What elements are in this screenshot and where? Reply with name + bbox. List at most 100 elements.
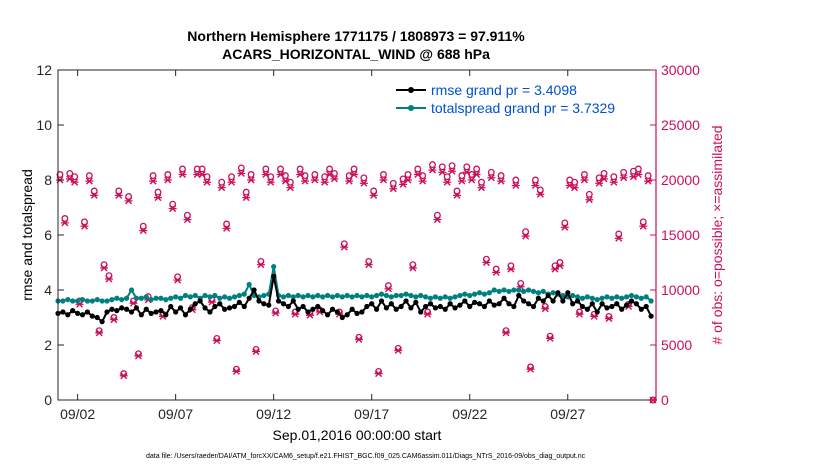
spread-point (486, 290, 492, 296)
spread-point (212, 292, 218, 299)
rmse-point (344, 312, 350, 318)
rmse-point (153, 309, 159, 315)
spread-point (550, 290, 556, 296)
rmse-point (472, 299, 478, 305)
obs-possible-point (281, 172, 289, 180)
rmse-series (55, 273, 654, 325)
obs-possible-point (620, 168, 628, 176)
obs-possible-point (478, 178, 485, 186)
spread-point (187, 294, 193, 300)
chart-title-line2: ACARS_HORIZONTAL_WIND @ 688 hPa (222, 46, 490, 62)
obs-assimilated-point (276, 171, 285, 178)
obs-possible-point (536, 186, 544, 194)
rmse-point (457, 302, 463, 308)
rmse-point (609, 303, 615, 310)
obs-possible-point (453, 187, 461, 195)
y-tick-label-left: 8 (44, 172, 52, 188)
obs-possible-point (183, 211, 191, 219)
rmse-point (197, 298, 203, 304)
spread-point (359, 294, 365, 300)
obs-possible-point (66, 169, 74, 177)
chart-title-line1: Northern Hemisphere 1771175 / 1808973 = … (187, 28, 525, 44)
obs-assimilated-point (526, 365, 535, 373)
obs-possible-point (193, 165, 201, 173)
spread-point (329, 294, 336, 300)
rmse-point (109, 306, 115, 312)
y-tick-label-right: 5000 (661, 337, 692, 353)
spread-point (418, 292, 424, 299)
spread-point (133, 295, 140, 301)
rmse-point (168, 303, 174, 310)
rmse-point (525, 301, 532, 307)
obs-possible-point (247, 171, 255, 178)
rmse-point (369, 301, 375, 307)
obs-possible-point (286, 178, 294, 186)
obs-assimilated-point (345, 177, 354, 185)
obs-assimilated-point (354, 336, 363, 343)
obs-assimilated-point (266, 178, 275, 186)
spread-point (623, 294, 630, 300)
legend-rmse-label: rmse grand pr = 3.4098 (431, 82, 577, 98)
obs-assimilated-point (134, 352, 143, 360)
legend-spread-marker (408, 105, 414, 111)
obs-possible-point (404, 171, 412, 178)
rmse-point (148, 310, 154, 316)
obs-assimilated-point (252, 348, 261, 356)
obs-assimilated-point (90, 191, 99, 199)
spread-point (481, 291, 488, 297)
spread-point (271, 264, 277, 270)
spread-point (457, 292, 463, 299)
obs-assimilated-point (222, 224, 231, 232)
obs-assimilated-point (536, 190, 545, 198)
obs-assimilated-point (256, 261, 265, 269)
rmse-point (388, 301, 394, 307)
rmse-point (114, 308, 120, 314)
obs-possible-markers (56, 161, 657, 404)
y-tick-label-left: 2 (44, 337, 52, 353)
rmse-point (648, 313, 654, 319)
obs-possible-point (81, 218, 88, 226)
y-tick-label-right: 20000 (661, 172, 700, 188)
obs-possible-point (634, 165, 642, 173)
rmse-point (619, 306, 625, 312)
obs-possible-point (154, 188, 162, 196)
obs-possible-point (585, 190, 593, 198)
obs-assimilated-point (173, 276, 182, 284)
spread-point (599, 295, 605, 301)
obs-assimilated-point (619, 174, 628, 182)
rmse-point (349, 306, 355, 312)
obs-possible-point (571, 178, 579, 186)
spread-point (408, 292, 414, 299)
spread-point (99, 298, 105, 304)
obs-possible-point (600, 169, 608, 177)
rmse-point (638, 306, 644, 312)
obs-assimilated-point (452, 191, 461, 199)
rmse-point (604, 305, 610, 311)
rmse-point (89, 313, 95, 319)
rmse-point (173, 309, 179, 315)
obs-possible-point (56, 171, 64, 178)
rmse-point (486, 298, 492, 304)
spread-point (138, 295, 144, 301)
rmse-point (133, 305, 140, 311)
obs-assimilated-point (60, 219, 69, 227)
spread-point (521, 288, 527, 294)
spread-series (55, 264, 654, 304)
spread-point (584, 294, 590, 300)
spread-point (315, 292, 321, 299)
x-axis: 09/02 09/07 09/12 09/17 09/22 09/27 (60, 70, 585, 422)
rmse-point (530, 303, 537, 310)
obs-assimilated-point (413, 171, 422, 178)
obs-assimilated-point (511, 182, 520, 189)
rmse-point (177, 305, 184, 311)
rmse-point (246, 295, 252, 301)
spread-point (374, 292, 380, 299)
rmse-point (94, 314, 100, 321)
obs-possible-point (433, 211, 441, 219)
rmse-point (374, 306, 380, 312)
obs-possible-point (429, 161, 436, 169)
rmse-point (202, 305, 208, 311)
spread-point (280, 294, 287, 300)
rmse-point (256, 298, 262, 304)
obs-possible-point (380, 171, 387, 178)
